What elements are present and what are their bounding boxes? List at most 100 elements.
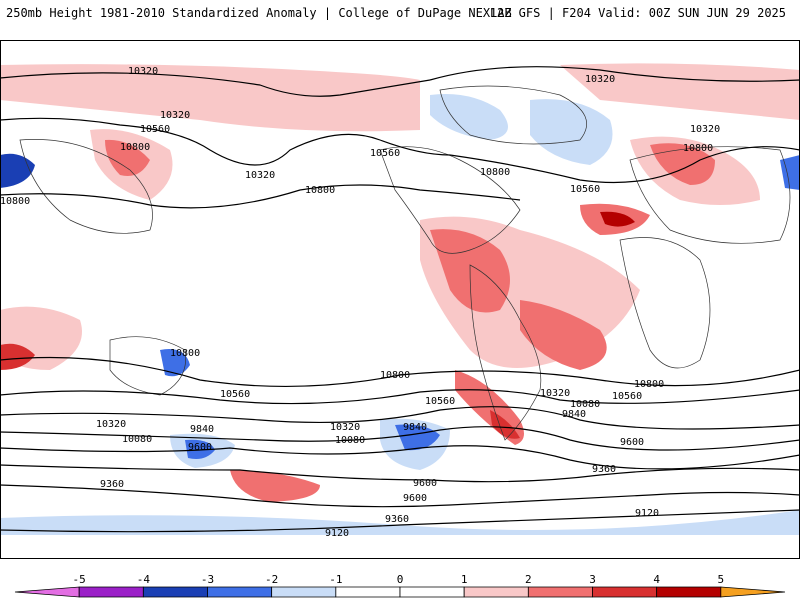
contour-label: 10560 — [140, 124, 170, 135]
contour-label: 10560 — [570, 184, 600, 195]
contour-label: 9840 — [403, 422, 427, 433]
contour-label: 9600 — [188, 442, 212, 453]
coast-south-america — [469, 264, 542, 441]
height-contours — [0, 66, 800, 533]
colorbar-segment-neg5 — [14, 586, 80, 598]
colorbar-tick-labels: -5 -4 -3 -2 -1 0 1 2 3 4 5 — [73, 573, 725, 586]
contour-10560-s — [0, 389, 800, 405]
colorbar-segments — [14, 586, 786, 598]
coast-arctic-canada — [439, 85, 588, 145]
contour-label: 9120 — [635, 508, 659, 519]
anomaly-npacific-pos2 — [105, 139, 150, 176]
anomaly-spacific-neg2 — [395, 424, 440, 451]
contour-label: 10800 — [305, 185, 335, 196]
contour-label: 10080 — [122, 434, 152, 445]
contour-label: 10080 — [570, 399, 600, 410]
anomaly-europe-pos2 — [650, 143, 715, 185]
coast-africa — [619, 237, 711, 369]
colorbar-segment-neg3 — [142, 586, 208, 598]
contour-9600-s — [0, 464, 800, 483]
colorbar-segment-pos5 — [720, 586, 786, 598]
anomaly-atlantic-pos4 — [600, 211, 635, 227]
contour-label: 9360 — [385, 514, 409, 525]
colorbar-tick-label: -3 — [201, 573, 214, 586]
colorbar-segment-zero-lo — [335, 586, 401, 598]
contour-10320-north — [0, 72, 431, 97]
anomaly-shading — [0, 63, 800, 535]
contour-label: 9360 — [592, 464, 616, 475]
contour-label: 10560 — [370, 148, 400, 159]
colorbar-segment-pos2 — [527, 586, 593, 598]
anomaly-canada-neg1 — [430, 94, 508, 140]
contour-label: 10800 — [170, 348, 200, 359]
contour-label: 9840 — [562, 409, 586, 420]
coast-australia — [109, 336, 187, 396]
model-run-info: 12Z GFS | F204 Valid: 00Z SUN JUN 29 202… — [489, 6, 786, 20]
contour-label: 9600 — [620, 437, 644, 448]
contour-9840-s — [0, 445, 800, 470]
anomaly-band-pos1-north — [0, 64, 420, 132]
coast-north-america — [379, 146, 521, 254]
colorbar-tick-label: 2 — [525, 573, 532, 586]
coastlines — [19, 85, 791, 441]
contour-label: 9600 — [403, 493, 427, 504]
contour-label: 10080 — [335, 435, 365, 446]
anomaly-australia-neg2 — [160, 349, 190, 377]
contour-label: 10800 — [634, 379, 664, 390]
contour-label: 10320 — [245, 170, 275, 181]
colorbar-tick-label: -5 — [73, 573, 86, 586]
colorbar-tick-label: -1 — [329, 573, 342, 586]
contour-9360-s — [0, 484, 800, 508]
contour-label: 10320 — [160, 110, 190, 121]
anomaly-greenland-neg1 — [530, 99, 613, 165]
contour-labels: 10320 10320 10560 10800 10320 10800 1056… — [0, 66, 720, 539]
colorbar-segment-pos4 — [656, 586, 722, 598]
contour-label: 10800 — [0, 196, 30, 207]
colorbar-tick-label: 1 — [461, 573, 468, 586]
anomaly-band-neg1 — [0, 510, 800, 535]
contour-10560-n — [0, 117, 451, 166]
anomaly-band-pos1-ne — [560, 63, 800, 120]
contour-label: 10320 — [585, 74, 615, 85]
contour-label: 9360 — [100, 479, 124, 490]
anomaly-indian-pos3 — [0, 343, 35, 370]
colorbar-tick-label: 0 — [397, 573, 404, 586]
contour-10080-s — [0, 426, 800, 451]
contour-10320-s — [0, 406, 800, 430]
contour-label: 10560 — [220, 389, 250, 400]
contour-10560-ne — [449, 146, 800, 184]
contour-label: 10320 — [330, 422, 360, 433]
anomaly-southern-pos2 — [230, 470, 320, 502]
anomaly-brazil-pos2 — [520, 300, 607, 370]
colorbar-segment-neg2 — [207, 586, 273, 598]
anomaly-south-neg3 — [185, 439, 215, 459]
contour-9120-s — [0, 509, 800, 533]
colorbar-segment-neg4 — [78, 586, 144, 598]
colorbar-segment-pos1 — [463, 586, 529, 598]
colorbar: -5 -4 -3 -2 -1 0 1 2 3 4 5 — [14, 573, 786, 598]
contour-label: 10320 — [540, 388, 570, 399]
contour-10320-ne — [429, 66, 800, 82]
contour-10800-s — [0, 356, 800, 387]
colorbar-segment-pos3 — [592, 586, 658, 598]
contour-label: 10320 — [690, 124, 720, 135]
anomaly-map: 10320 10320 10560 10800 10320 10800 1056… — [0, 40, 800, 559]
contour-label: 10800 — [480, 167, 510, 178]
contour-label: 9600 — [413, 478, 437, 489]
colorbar-tick-label: 4 — [653, 573, 660, 586]
contour-label: 10800 — [120, 142, 150, 153]
contour-label: 9120 — [325, 528, 349, 539]
contour-label: 10800 — [380, 370, 410, 381]
colorbar-tick-label: 3 — [589, 573, 596, 586]
contour-label: 10560 — [425, 396, 455, 407]
colorbar-segment-neg1 — [271, 586, 337, 598]
contour-label: 10320 — [96, 419, 126, 430]
contour-label: 10320 — [128, 66, 158, 77]
colorbar-tick-label: -2 — [265, 573, 278, 586]
colorbar-tick-label: -4 — [137, 573, 151, 586]
contour-10800-n — [0, 184, 521, 209]
colorbar-segment-zero-hi — [399, 586, 465, 598]
contour-label: 10560 — [612, 391, 642, 402]
coast-eurasia — [629, 146, 791, 244]
coast-asia — [19, 139, 153, 234]
